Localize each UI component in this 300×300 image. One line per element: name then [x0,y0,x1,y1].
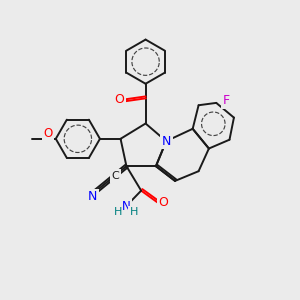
Text: O: O [43,127,52,140]
Text: N: N [88,190,97,203]
Text: N: N [161,135,171,148]
Text: O: O [115,93,124,106]
Text: C: C [112,171,119,181]
Text: F: F [223,94,230,107]
Text: N: N [122,200,130,213]
Text: H: H [113,207,122,218]
Text: H: H [130,207,138,218]
Text: O: O [159,196,169,209]
